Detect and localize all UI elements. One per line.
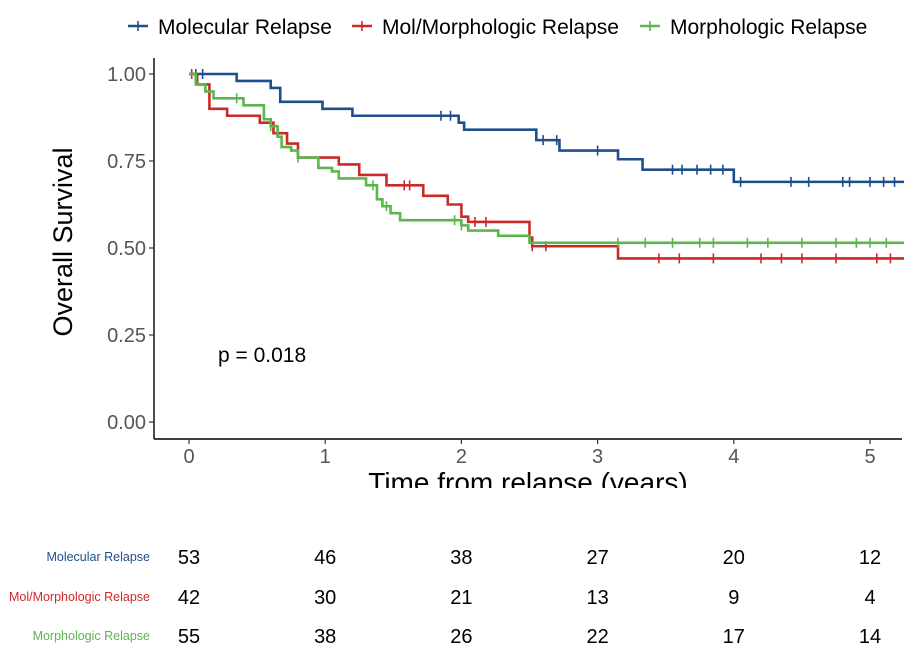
y-tick-label: 0.50 xyxy=(107,238,146,260)
risk-count: 21 xyxy=(450,587,472,609)
legend: Molecular Relapse Mol/Morphologic Relapse… xyxy=(128,16,867,39)
risk-count: 20 xyxy=(723,547,745,569)
risk-table: Molecular Relapse 53 46 38 27 20 12 Mol/Morphol… xyxy=(9,547,881,648)
risk-count: 46 xyxy=(314,547,336,569)
risk-count: 17 xyxy=(723,626,745,648)
y-axis-label: Overall Survival xyxy=(48,147,78,336)
axes: 0.00 0.25 0.50 0.75 1.00 0 1 2 3 4 5 xyxy=(107,58,902,468)
risk-count: 4 xyxy=(864,587,875,609)
risk-count: 26 xyxy=(450,626,472,648)
risk-count: 55 xyxy=(178,626,200,648)
risk-count: 30 xyxy=(314,587,336,609)
x-tick-label: 0 xyxy=(183,446,194,468)
risk-count: 9 xyxy=(728,587,739,609)
x-axis-label: Time from relapse (years) xyxy=(368,467,687,498)
legend-label: Mol/Morphologic Relapse xyxy=(382,16,619,39)
risk-row-label: Molecular Relapse xyxy=(46,550,150,564)
x-tick-label: 1 xyxy=(320,446,331,468)
y-tick-label: 1.00 xyxy=(107,64,146,86)
y-tick-label: 0.00 xyxy=(107,412,146,434)
survival-curve-1 xyxy=(189,72,905,260)
x-tick-label: 5 xyxy=(864,446,875,468)
risk-row-label: Mol/Morphologic Relapse xyxy=(9,590,150,604)
risk-count: 38 xyxy=(450,547,472,569)
risk-count: 53 xyxy=(178,547,200,569)
y-tick-label: 0.75 xyxy=(107,151,146,173)
risk-count: 22 xyxy=(586,626,608,648)
risk-count: 42 xyxy=(178,587,200,609)
risk-count: 38 xyxy=(314,626,336,648)
risk-count: 12 xyxy=(859,547,881,569)
survival-curve-2 xyxy=(189,72,905,245)
p-value-annotation: p = 0.018 xyxy=(218,344,306,367)
x-tick-label: 3 xyxy=(592,446,603,468)
risk-count: 13 xyxy=(586,587,608,609)
risk-count: 14 xyxy=(859,626,881,648)
x-tick-label: 4 xyxy=(728,446,739,468)
x-tick-label: 2 xyxy=(456,446,467,468)
legend-label: Molecular Relapse xyxy=(158,16,332,39)
series-layer xyxy=(189,69,905,264)
risk-row-label: Morphologic Relapse xyxy=(33,629,150,643)
y-tick-label: 0.25 xyxy=(107,325,146,347)
survival-curve-0 xyxy=(189,72,905,184)
legend-label: Morphologic Relapse xyxy=(670,16,867,39)
risk-count: 27 xyxy=(586,547,608,569)
